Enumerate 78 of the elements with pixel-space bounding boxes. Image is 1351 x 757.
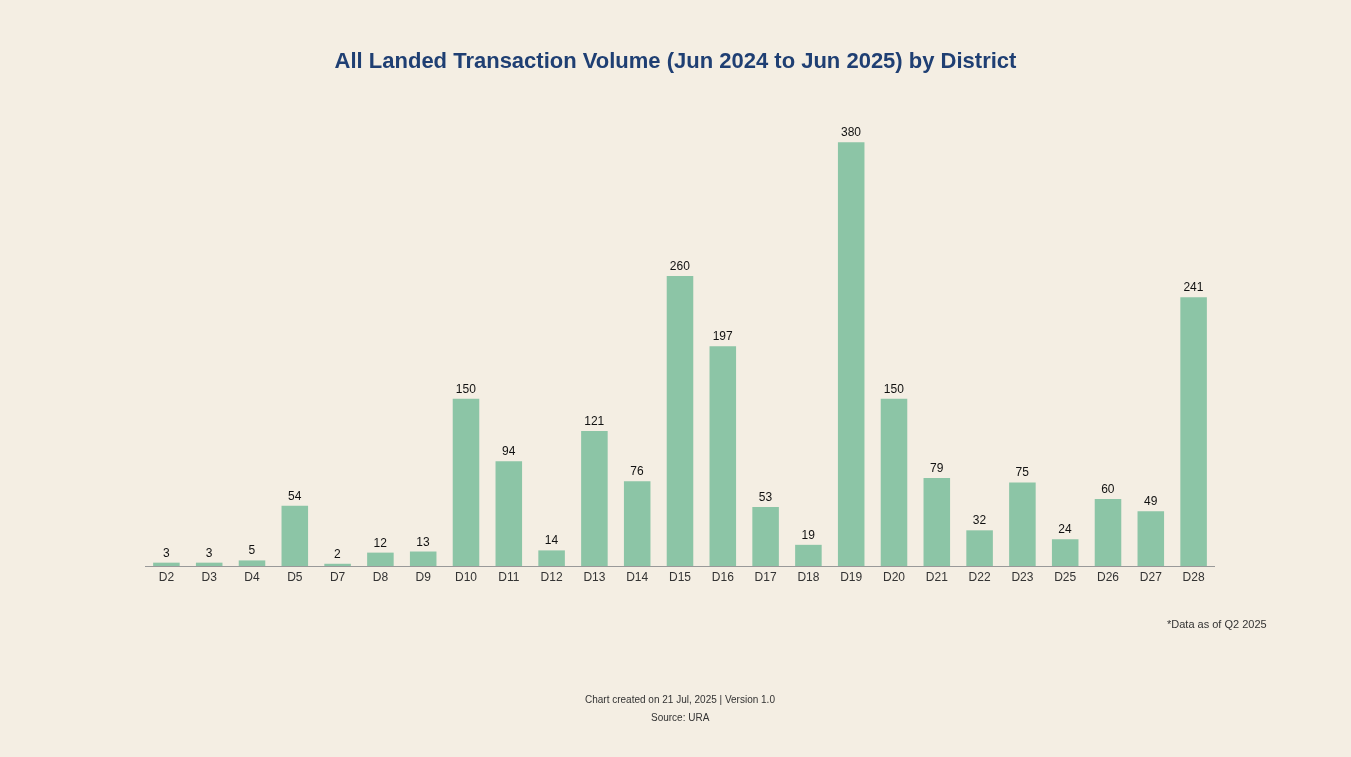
data-label: 150	[883, 381, 905, 396]
bar	[367, 552, 394, 566]
bar	[581, 431, 608, 566]
x-tick-label: D2	[158, 570, 175, 585]
data-label: 5	[248, 543, 256, 558]
bar	[1137, 511, 1165, 566]
bar	[709, 346, 737, 566]
data-label: 94	[501, 444, 516, 459]
data-label: 3	[205, 545, 213, 560]
x-tick-label: D12	[540, 570, 563, 585]
data-label: 79	[929, 460, 944, 475]
data-label: 49	[1143, 494, 1158, 509]
x-tick-label: D13	[583, 570, 606, 585]
bar	[837, 142, 865, 566]
data-label: 60	[1101, 482, 1115, 497]
bar	[538, 550, 565, 566]
x-tick-label: D19	[840, 570, 863, 585]
x-tick-label: D16	[711, 570, 735, 585]
x-tick-label: D20	[882, 570, 906, 585]
text: Chart created on 21 Jul, 2025 | Version 1.0	[585, 694, 776, 705]
x-tick-label: D11	[498, 570, 520, 585]
data-label: 121	[584, 414, 605, 429]
data-label: 14	[544, 533, 559, 548]
x-tick-label: D8	[372, 570, 389, 585]
data-label: 13	[416, 534, 431, 549]
bar	[324, 563, 351, 566]
bar	[1094, 499, 1122, 566]
x-tick-label: D9	[415, 570, 432, 585]
source-note: Source: URA	[651, 712, 710, 723]
data-label: 3	[162, 545, 170, 560]
x-tick-label: D28	[1182, 570, 1205, 585]
bar	[409, 551, 437, 566]
data-label: 53	[758, 489, 773, 504]
data-label: 76	[630, 464, 645, 479]
bar	[795, 544, 822, 566]
bar	[666, 276, 694, 566]
x-tick-label: D14	[626, 570, 649, 585]
bar	[452, 398, 480, 566]
x-tick-label: D21	[925, 570, 949, 585]
data-label: 2	[334, 546, 342, 561]
data-label: 75	[1015, 465, 1030, 480]
x-tick-label: D22	[968, 570, 991, 585]
data-label: 197	[712, 329, 733, 344]
bar	[966, 530, 993, 566]
bar	[495, 461, 523, 566]
data-label: 54	[287, 488, 302, 503]
x-tick-label: D18	[797, 570, 820, 585]
data-label: 150	[455, 381, 477, 396]
x-tick-label: D7	[329, 570, 346, 585]
bar	[623, 481, 651, 566]
bar	[1051, 539, 1079, 566]
x-tick-label: D15	[668, 570, 692, 585]
x-tick-label: D23	[1011, 570, 1034, 585]
bar	[923, 477, 951, 566]
x-tick-label: D10	[454, 570, 478, 585]
text: *Data as of Q2 2025	[1167, 618, 1267, 630]
x-tick-label: D25	[1054, 570, 1077, 585]
bar	[1009, 482, 1036, 566]
bar	[1180, 297, 1207, 566]
x-tick-label: D5	[287, 570, 303, 585]
bar	[153, 562, 180, 566]
bar	[880, 398, 908, 566]
data-label: 241	[1183, 280, 1204, 295]
x-tick-label: D26	[1096, 570, 1120, 585]
x-tick-label: D17	[754, 570, 777, 585]
chart-title: All Landed Transaction Volume (Jun 2024 to Jun 2025) by District	[334, 48, 1018, 74]
x-tick-label: D4	[244, 570, 260, 585]
data-label: 24	[1058, 522, 1073, 537]
data-label: 380	[841, 125, 862, 140]
x-tick-label: D3	[201, 570, 218, 585]
x-tick-label: D27	[1139, 570, 1163, 585]
bar	[281, 505, 309, 566]
bar	[238, 560, 266, 566]
data-label: 260	[669, 259, 691, 274]
data-label: 12	[373, 535, 388, 550]
data-label: 32	[972, 513, 987, 528]
data-label: 19	[801, 527, 816, 542]
bar	[752, 506, 779, 566]
